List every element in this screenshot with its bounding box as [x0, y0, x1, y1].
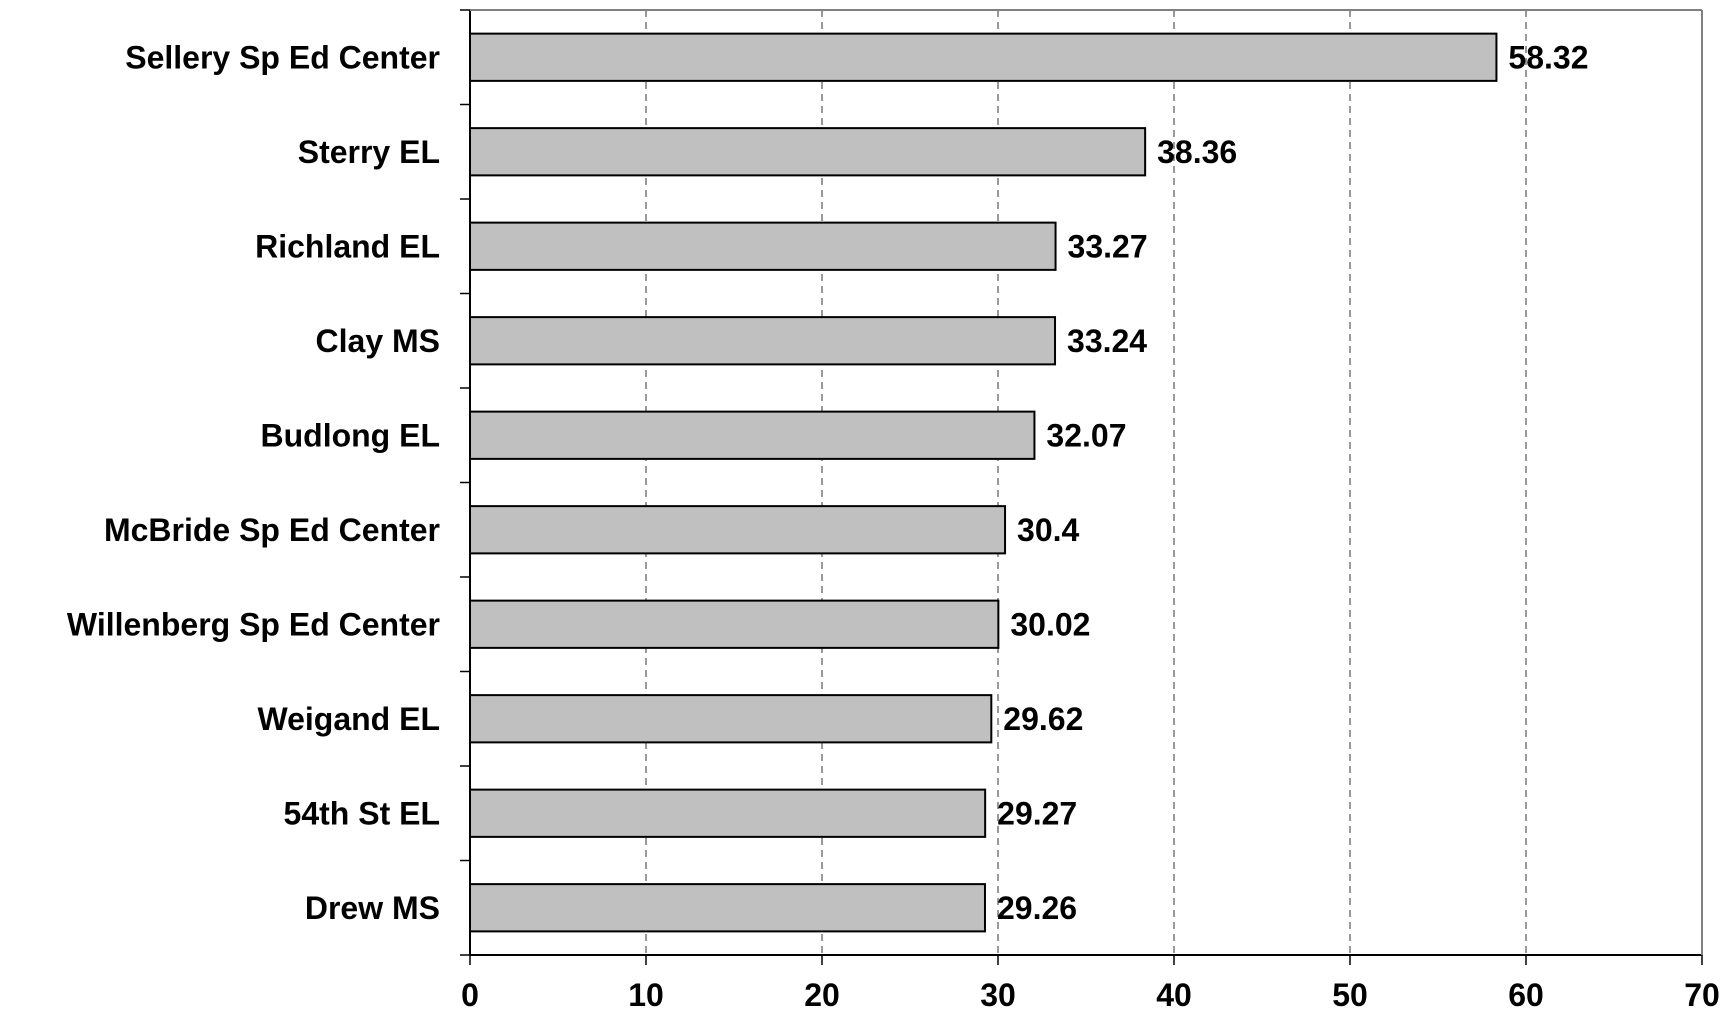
value-labels: 58.32 38.36 33.27 33.24 32.07 30.4 30.02 29.62 2… [997, 39, 1589, 926]
value-label: 32.07 [1046, 417, 1126, 453]
category-label: Sterry EL [298, 134, 440, 170]
bar [469, 599, 1000, 649]
value-label: 33.24 [1067, 323, 1147, 359]
bar [469, 410, 1036, 460]
x-tick-label: 30 [980, 977, 1016, 1013]
x-tick-label: 50 [1332, 977, 1368, 1013]
category-label: Weigand EL [257, 701, 440, 737]
category-label: Clay MS [316, 323, 440, 359]
value-label: 29.27 [997, 795, 1077, 831]
x-tick-label: 20 [804, 977, 840, 1013]
x-tick-label: 60 [1508, 977, 1544, 1013]
bar [469, 32, 1498, 82]
bar [469, 221, 1057, 271]
bar [469, 694, 993, 744]
value-label: 38.36 [1157, 134, 1237, 170]
x-tick-labels: 0 10 20 30 40 50 60 70 [461, 977, 1720, 1013]
x-tick-label: 0 [461, 977, 479, 1013]
value-label: 58.32 [1508, 39, 1588, 75]
x-tick-label: 40 [1156, 977, 1192, 1013]
value-label: 33.27 [1068, 228, 1148, 264]
bar [469, 127, 1147, 177]
category-label: 54th St EL [284, 795, 440, 831]
category-label: Drew MS [305, 890, 440, 926]
category-label: McBride Sp Ed Center [104, 512, 440, 548]
value-label: 29.26 [997, 890, 1077, 926]
bar [469, 316, 1057, 366]
value-label: 30.02 [1010, 606, 1090, 642]
bar [469, 788, 987, 838]
bar [469, 883, 986, 933]
value-label: 29.62 [1003, 701, 1083, 737]
category-label: Budlong EL [260, 417, 440, 453]
axes [460, 9, 1703, 965]
category-label: Willenberg Sp Ed Center [67, 606, 440, 642]
value-label: 30.4 [1017, 512, 1079, 548]
category-labels: Sellery Sp Ed Center Sterry EL Richland EL… [67, 39, 440, 926]
x-tick-label: 70 [1684, 977, 1720, 1013]
bars [469, 32, 1498, 933]
x-tick-label: 10 [628, 977, 664, 1013]
category-label: Sellery Sp Ed Center [125, 39, 440, 75]
bar [469, 505, 1007, 555]
category-label: Richland EL [255, 228, 440, 264]
